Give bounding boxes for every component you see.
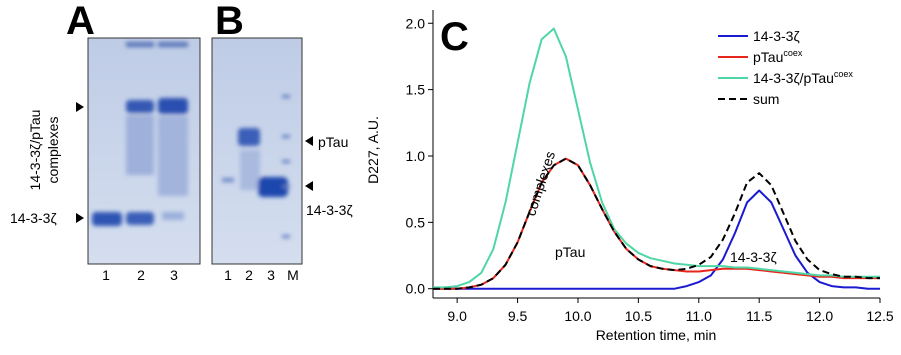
gel-label: complexes (45, 117, 61, 184)
panel-label: B (215, 0, 244, 43)
arrow (305, 136, 313, 146)
gel-label: 14-3-3ζ/pTau (27, 110, 43, 191)
lane-label: 3 (267, 267, 275, 283)
x-axis-title: Retention time, min (596, 327, 717, 343)
lane-label: 2 (245, 267, 253, 283)
x-tick-label: 11.5 (746, 308, 772, 324)
x-tick-label: 10.0 (564, 308, 591, 324)
legend-label: 14-3-3ζ (753, 28, 800, 44)
x-tick-label: 12.0 (806, 308, 833, 324)
x-tick-label: 9.5 (508, 308, 528, 324)
lane-label: 1 (224, 267, 232, 283)
x-tick-label: 10.5 (625, 308, 652, 324)
gel-label: 14-3-3ζ (10, 210, 57, 226)
x-tick-label: 9.0 (447, 308, 467, 324)
y-tick-label: 2.0 (406, 15, 426, 31)
panel-label: A (66, 0, 95, 43)
legend-superscript: coex (834, 69, 854, 79)
figure: A 14-3-3ζ/pTau complexes 14-3-3ζ 1 2 3 B… (0, 0, 901, 350)
arrow (76, 213, 84, 223)
gel-label: pTau (318, 134, 348, 150)
lane-label: 3 (170, 267, 178, 283)
legend-superscript: coex (783, 48, 803, 58)
gel-label: 14-3-3ζ (306, 202, 353, 218)
legend-label: pTaucoex (753, 48, 803, 65)
lane-label: 1 (102, 267, 110, 283)
legend-label: pTau (753, 49, 783, 65)
y-tick-label: 1.5 (406, 82, 426, 98)
y-axis-title: D227, A.U. (365, 116, 381, 184)
legend-label: 14-3-3ζ/pTaucoex (753, 69, 853, 86)
annotation: 14-3-3ζ (730, 249, 777, 265)
series-line (433, 29, 880, 288)
legend-label: 14-3-3ζ/pTau (753, 70, 834, 86)
lane-label: M (287, 267, 299, 283)
legend-label: sum (753, 91, 779, 107)
arrow (305, 181, 313, 191)
x-tick-label: 12.5 (866, 308, 893, 324)
panel-label: C (440, 15, 469, 59)
annotation: pTau (555, 244, 585, 260)
y-tick-label: 0.5 (406, 214, 426, 230)
y-tick-label: 1.0 (406, 148, 426, 164)
y-tick-label: 0.0 (406, 281, 426, 297)
legend-label: sum (753, 91, 779, 107)
lane-label: 2 (137, 267, 145, 283)
arrow (76, 102, 84, 112)
annotation: complexes (522, 149, 558, 218)
x-tick-label: 11.0 (686, 308, 712, 324)
legend-label: 14-3-3ζ (753, 28, 800, 44)
